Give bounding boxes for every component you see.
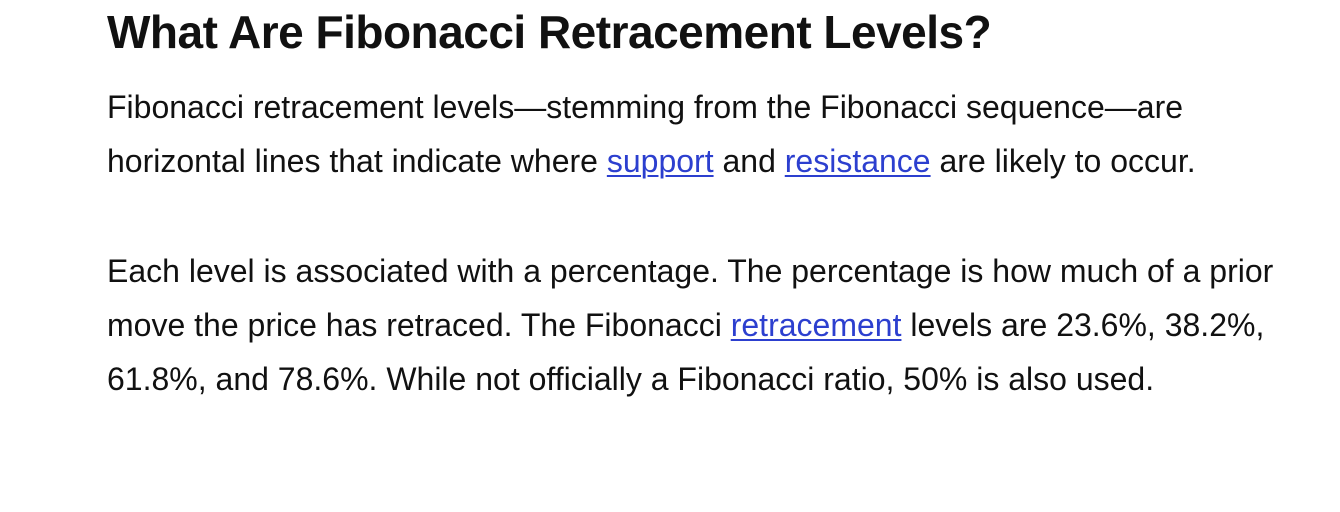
paragraph-levels-text-2: levels are 23.6%, 38.2%, 61.8%, and 78.6… <box>107 307 1265 397</box>
paragraph-intro-text-2: and <box>713 143 785 179</box>
article-body: What Are Fibonacci Retracement Levels? F… <box>107 0 1307 406</box>
section-heading: What Are Fibonacci Retracement Levels? <box>107 6 992 58</box>
paragraph-levels-text-1: Each level is associated with a percenta… <box>107 253 1274 343</box>
resistance-link[interactable]: resistance <box>784 143 931 179</box>
paragraph-levels: Each level is associated with a percenta… <box>107 244 1292 406</box>
support-link[interactable]: support <box>606 143 714 179</box>
paragraph-intro: Fibonacci retracement levels—stemming fr… <box>107 80 1292 188</box>
paragraph-intro-text-3: are likely to occur. <box>930 143 1196 179</box>
retracement-link[interactable]: retracement <box>730 307 902 343</box>
paragraph-intro-text-1: Fibonacci retracement levels—stemming fr… <box>107 89 1184 179</box>
